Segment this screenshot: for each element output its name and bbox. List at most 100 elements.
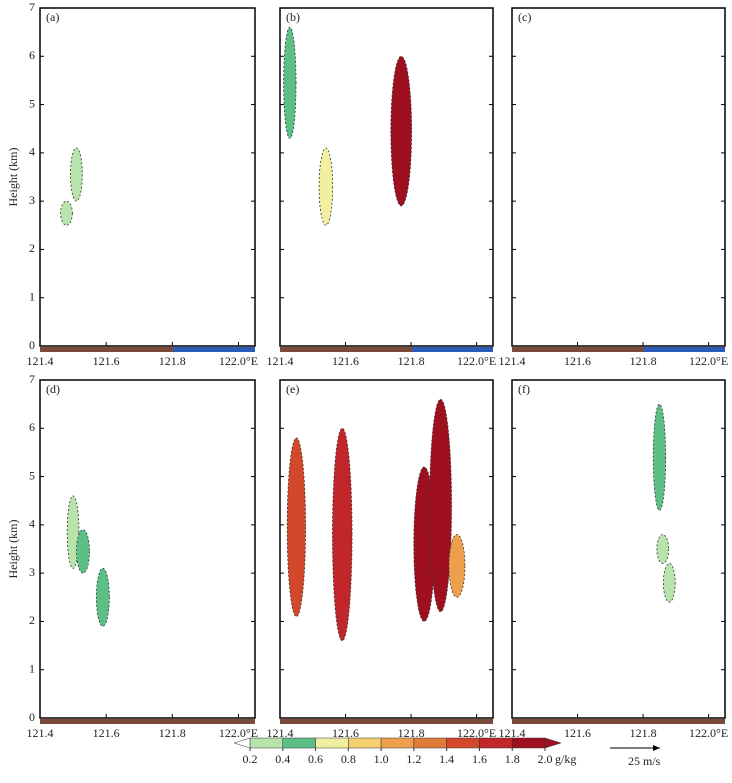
colorbar-tick-label: 1.8	[505, 752, 520, 766]
x-tick-label: 122.0°E	[219, 726, 258, 740]
colorbar-bin	[249, 737, 284, 749]
colorbar-tick-label: 0.8	[341, 752, 356, 766]
plot-frame	[279, 379, 494, 719]
sea-bar	[173, 347, 255, 352]
mixing-ratio-cell	[652, 403, 667, 511]
x-tick-label: 121.8	[398, 726, 425, 740]
x-tick-label: 121.6	[332, 726, 359, 740]
mixing-ratio-cell	[332, 427, 353, 642]
panel-label: (f)	[518, 382, 530, 396]
sea-bar	[412, 347, 493, 352]
surface-bar	[40, 719, 255, 724]
colorbar-bin	[282, 737, 316, 749]
colorbar-tick-label: 1.6	[472, 752, 487, 766]
colorbar-bin	[413, 737, 447, 749]
y-tick-label: 6	[29, 48, 35, 62]
reference-label: 25 m/s	[628, 754, 661, 768]
x-tick-label: 121.6	[564, 354, 591, 368]
colorbar-tick-label: 1.0	[374, 752, 389, 766]
y-tick-label: 3	[29, 193, 35, 207]
x-tick-label: 121.4	[27, 354, 54, 368]
colorbar-bin	[348, 737, 382, 749]
panel-label: (d)	[46, 382, 60, 396]
colorbar-bin	[315, 737, 349, 749]
x-tick-label: 121.8	[630, 726, 657, 740]
y-tick-label: 5	[29, 468, 35, 482]
x-tick-label: 122.0°E	[457, 726, 496, 740]
y-tick-label: 6	[29, 420, 35, 434]
y-tick-label: 0	[29, 338, 35, 352]
x-tick-label: 121.4	[499, 726, 526, 740]
mixing-ratio-cell	[448, 534, 466, 598]
sea-bar	[644, 347, 725, 352]
surface-bar	[280, 719, 493, 724]
x-tick-label: 121.6	[93, 726, 120, 740]
y-tick-label: 4	[29, 145, 35, 159]
y-tick-label: 1	[29, 289, 35, 303]
mixing-ratio-cell	[70, 147, 83, 202]
y-tick-label: 1	[29, 661, 35, 675]
x-tick-label: 121.6	[332, 354, 359, 368]
panel-label: (a)	[46, 10, 59, 24]
plot-frame	[39, 379, 256, 719]
colorbar-bin	[479, 737, 513, 749]
y-tick-label: 2	[29, 241, 35, 255]
x-tick-label: 122.0°E	[219, 354, 258, 368]
plot-frame	[279, 7, 494, 347]
mixing-ratio-cell	[318, 147, 334, 226]
mixing-ratio-cell	[656, 534, 670, 564]
panel-label: (b)	[286, 10, 300, 24]
colorbar-end	[233, 737, 251, 749]
y-tick-label: 0	[29, 710, 35, 724]
plot-frame	[511, 379, 726, 719]
mixing-ratio-cell	[429, 398, 452, 613]
mixing-ratio-cell	[60, 200, 73, 226]
mixing-ratio-cell	[390, 55, 413, 207]
y-tick-label: 4	[29, 517, 35, 531]
x-tick-label: 121.4	[267, 354, 294, 368]
x-tick-label: 121.4	[27, 726, 54, 740]
colorbar-bin	[511, 737, 546, 749]
colorbar-tick-label: 2.0	[538, 752, 553, 766]
mixing-ratio-cell	[662, 563, 676, 603]
surface-bar	[280, 347, 493, 352]
plot-frame	[511, 7, 726, 347]
colorbar-tick-label: 0.6	[308, 752, 323, 766]
x-tick-label: 121.8	[398, 354, 425, 368]
y-tick-label: 5	[29, 96, 35, 110]
x-tick-label: 121.4	[499, 354, 526, 368]
colorbar-unit: g/kg	[555, 752, 576, 766]
surface-bar	[512, 719, 725, 724]
mixing-ratio-cell	[95, 567, 110, 627]
mixing-ratio-cell	[283, 26, 297, 139]
surface-bar	[512, 347, 725, 352]
colorbar-tick-label: 1.2	[406, 752, 421, 766]
y-tick-label: 7	[29, 0, 35, 14]
plot-frame	[39, 7, 256, 347]
y-tick-label: 3	[29, 565, 35, 579]
y-axis-label: Height (km)	[6, 148, 20, 207]
panel-label: (c)	[518, 10, 531, 24]
colorbar-tick-label: 1.4	[439, 752, 454, 766]
y-axis-label: Height (km)	[6, 520, 20, 579]
colorbar-tick-label: 0.4	[275, 752, 290, 766]
surface-bar	[40, 347, 255, 352]
x-tick-label: 122.0°E	[457, 354, 496, 368]
y-tick-label: 2	[29, 613, 35, 627]
colorbar-tick-label: 0.2	[243, 752, 258, 766]
x-tick-label: 122.0°E	[689, 726, 728, 740]
mixing-ratio-cell	[66, 495, 80, 569]
colorbar-end	[544, 737, 562, 749]
reference-arrowhead	[653, 745, 660, 751]
mixing-ratio-cell	[76, 529, 90, 574]
x-tick-label: 121.8	[159, 354, 186, 368]
x-tick-label: 121.4	[267, 726, 294, 740]
colorbar-bin	[380, 737, 415, 749]
x-tick-label: 121.8	[630, 354, 657, 368]
colorbar-bin	[446, 737, 480, 749]
mixing-ratio-cell	[286, 437, 306, 617]
x-tick-label: 121.8	[159, 726, 186, 740]
x-tick-label: 122.0°E	[689, 354, 728, 368]
